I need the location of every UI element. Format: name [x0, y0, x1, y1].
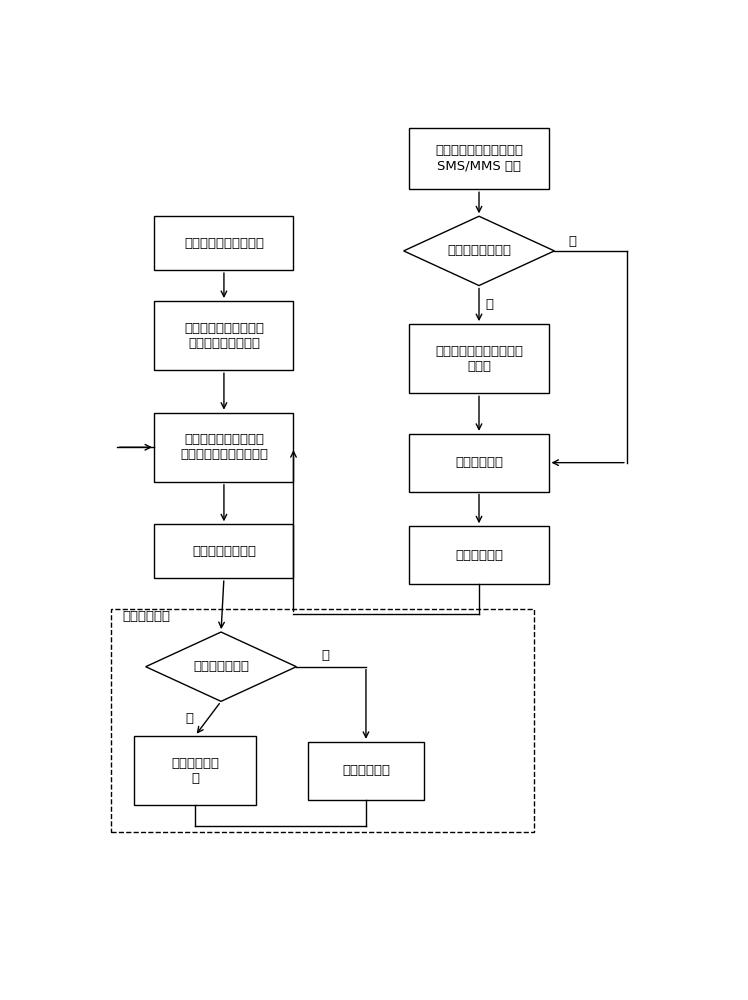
Text: 否: 否 [322, 649, 329, 662]
Bar [409, 526, 548, 584]
Bar [154, 301, 293, 370]
Text: 否: 否 [569, 235, 577, 248]
Text: 开启通讯模块（基带、射
频等）: 开启通讯模块（基带、射 频等） [435, 345, 523, 373]
Polygon shape [404, 216, 554, 286]
Text: 进入低辐射低功耗防骚
扰状态（关闭通讯模块）: 进入低辐射低功耗防骚 扰状态（关闭通讯模块） [180, 433, 268, 461]
Text: 设置保存模式功能配置: 设置保存模式功能配置 [184, 237, 264, 250]
Bar [308, 742, 424, 800]
Text: 主叫呼出请求（拨号、发
SMS/MMS 等）: 主叫呼出请求（拨号、发 SMS/MMS 等） [435, 144, 523, 172]
Text: 提示回复处理: 提示回复处理 [342, 764, 390, 777]
Bar [111, 609, 534, 832]
Bar [409, 434, 548, 492]
Bar [154, 216, 293, 270]
Text: 是: 是 [485, 298, 494, 311]
Text: 主叫信息处理: 主叫信息处理 [123, 610, 171, 623]
Text: 不提示回复处
理: 不提示回复处 理 [171, 757, 219, 785]
Bar [154, 524, 293, 578]
Text: 启动低辐射低耗防骚扰
（自动、手动方式）: 启动低辐射低耗防骚扰 （自动、手动方式） [184, 322, 264, 350]
Bar [409, 324, 548, 393]
Text: 执行主叫通讯: 执行主叫通讯 [455, 456, 503, 469]
Text: 通讯模块是否关闭: 通讯模块是否关闭 [447, 244, 511, 257]
Text: 主叫通讯结束: 主叫通讯结束 [455, 549, 503, 562]
Text: 是否为骚扰主叫: 是否为骚扰主叫 [193, 660, 249, 673]
Text: 是: 是 [186, 712, 193, 725]
Text: 主叫信息查询接收: 主叫信息查询接收 [192, 545, 256, 558]
Bar [134, 736, 256, 805]
Bar [409, 128, 548, 189]
Polygon shape [146, 632, 296, 701]
Bar [154, 413, 293, 482]
